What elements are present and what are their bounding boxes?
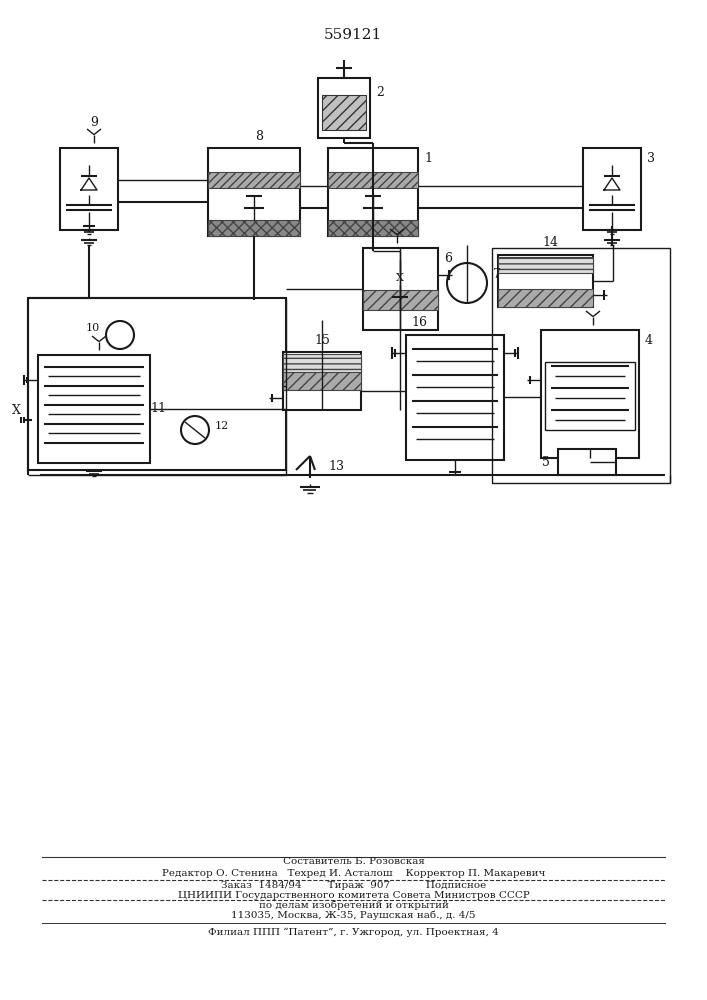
Bar xyxy=(328,220,418,236)
Bar xyxy=(558,449,616,475)
Bar xyxy=(498,257,593,273)
Bar xyxy=(208,172,300,188)
Bar xyxy=(208,220,300,236)
Bar xyxy=(283,370,361,390)
Bar xyxy=(406,335,504,460)
Bar xyxy=(545,362,635,430)
Text: 2: 2 xyxy=(376,87,384,100)
Bar xyxy=(541,330,639,458)
Text: 113035, Москва, Ж-35, Раушская наб., д. 4/5: 113035, Москва, Ж-35, Раушская наб., д. … xyxy=(231,910,476,920)
Bar xyxy=(283,354,361,372)
Text: Редактор О. Стенина   Техред И. Асталош    Корректор П. Макаревич: Редактор О. Стенина Техред И. Асталош Ко… xyxy=(162,868,545,878)
Text: 4: 4 xyxy=(645,334,653,347)
Bar xyxy=(28,298,286,470)
Text: Заказ  1484/94        Тираж  907           Подписное: Заказ 1484/94 Тираж 907 Подписное xyxy=(221,882,486,890)
Text: 12: 12 xyxy=(215,421,229,431)
Bar xyxy=(38,355,150,463)
Bar xyxy=(318,78,370,138)
Text: по делам изобретений и открытий: по делам изобретений и открытий xyxy=(259,900,448,910)
Text: 5: 5 xyxy=(542,456,550,468)
Bar xyxy=(363,248,438,330)
Text: Филиал ППП “Патент”, г. Ужгород, ул. Проектная, 4: Филиал ППП “Патент”, г. Ужгород, ул. Про… xyxy=(208,927,499,937)
Text: 559121: 559121 xyxy=(324,28,382,42)
Text: 10: 10 xyxy=(86,323,100,333)
Bar xyxy=(283,352,361,410)
Bar xyxy=(583,148,641,230)
Text: 1: 1 xyxy=(424,151,432,164)
Text: X: X xyxy=(11,403,21,416)
Text: 11: 11 xyxy=(150,402,166,416)
Text: 16: 16 xyxy=(411,316,427,328)
Bar xyxy=(322,95,366,130)
Circle shape xyxy=(106,321,134,349)
Bar xyxy=(328,148,418,236)
Text: 14: 14 xyxy=(542,236,558,249)
Circle shape xyxy=(447,263,487,303)
Bar xyxy=(208,148,300,236)
Text: 7: 7 xyxy=(493,268,501,282)
Text: 15: 15 xyxy=(314,334,330,347)
Bar xyxy=(498,289,593,307)
Text: 8: 8 xyxy=(255,129,263,142)
Text: X: X xyxy=(396,273,404,283)
Bar xyxy=(328,172,418,188)
Bar xyxy=(492,248,670,483)
Bar xyxy=(60,148,118,230)
Text: 3: 3 xyxy=(647,151,655,164)
Bar xyxy=(363,290,438,310)
Circle shape xyxy=(181,416,209,444)
Text: 9: 9 xyxy=(90,116,98,129)
Text: 6: 6 xyxy=(444,251,452,264)
Text: ЦНИИПИ Государственного комитета Совета Министров СССР: ЦНИИПИ Государственного комитета Совета … xyxy=(177,892,530,900)
Text: Составитель Б. Розовская: Составитель Б. Розовская xyxy=(283,857,424,866)
Text: 13: 13 xyxy=(328,460,344,473)
Bar xyxy=(498,255,593,307)
